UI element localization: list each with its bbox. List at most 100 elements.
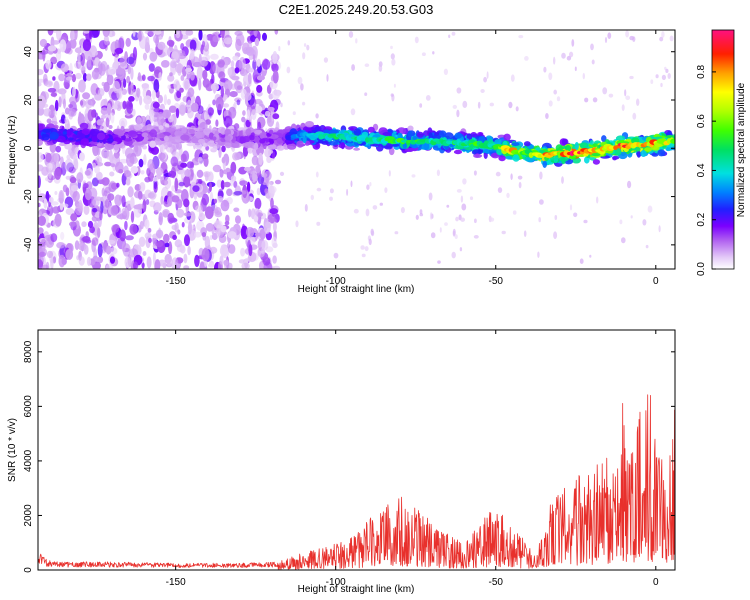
noise-blob [355, 38, 358, 44]
noise-blob [411, 174, 416, 178]
y-tick-label: 8000 [23, 340, 34, 363]
noise-blob [553, 89, 557, 95]
noise-blob [394, 231, 399, 235]
noise-blob [126, 101, 134, 114]
noise-blob [629, 75, 634, 80]
noise-blob [272, 51, 278, 64]
noise-blob [47, 30, 54, 36]
noise-blob [224, 80, 233, 92]
noise-blob [302, 101, 306, 106]
noise-blob [109, 256, 116, 264]
ridge-blob [186, 143, 195, 147]
noise-blob [554, 215, 558, 220]
noise-blob [145, 199, 150, 205]
noise-blob [221, 145, 226, 153]
ridge-blob [287, 143, 297, 150]
noise-blob [619, 219, 623, 225]
noise-blob [73, 30, 78, 41]
noise-blob [602, 87, 608, 95]
noise-blob [140, 170, 145, 175]
noise-blob [661, 74, 667, 80]
noise-blob [446, 204, 450, 208]
noise-blob [255, 209, 263, 218]
noise-blob [202, 69, 208, 80]
noise-blob [378, 64, 383, 72]
noise-blob [228, 106, 237, 119]
noise-blob [263, 221, 271, 234]
noise-blob [140, 115, 147, 124]
noise-blob [38, 259, 44, 268]
ridge-blob [276, 137, 283, 144]
noise-blob [326, 74, 329, 82]
ridge-blob [166, 127, 176, 132]
noise-blob [253, 30, 258, 37]
noise-blob [238, 57, 246, 71]
noise-blob [56, 30, 62, 41]
noise-blob [569, 204, 573, 211]
noise-blob [82, 92, 91, 100]
noise-blob [78, 111, 82, 124]
ridge-blob [444, 132, 454, 140]
noise-blob [220, 225, 227, 233]
noise-blob [303, 43, 307, 47]
noise-blob [361, 253, 366, 258]
noise-blob [185, 30, 194, 36]
ridge-blob [158, 125, 164, 130]
noise-blob [205, 222, 214, 232]
noise-blob [553, 56, 556, 65]
noise-blob [48, 168, 52, 179]
noise-blob [162, 45, 169, 57]
noise-blob [65, 76, 73, 81]
noise-blob [153, 79, 160, 93]
noise-blob [126, 56, 135, 65]
colorbar-tick-label: 0.8 [696, 64, 707, 78]
x-tick-label: 0 [653, 276, 659, 287]
noise-blob [280, 102, 283, 108]
ridge-blob [592, 159, 601, 165]
noise-blob [125, 37, 131, 47]
noise-blob [244, 92, 252, 101]
noise-blob [101, 187, 105, 197]
ridge-blob [96, 132, 106, 141]
x-tick-label: 0 [653, 577, 659, 588]
noise-blob [223, 94, 228, 100]
snr-panel: -150 -100 -50 0 0 2000 4000 6000 8000 Height of… [7, 329, 676, 595]
noise-blob [272, 265, 281, 269]
noise-blob [146, 256, 152, 269]
noise-blob [271, 89, 280, 100]
noise-blob [58, 96, 62, 108]
ridge-blob [63, 139, 71, 145]
noise-blob [226, 188, 233, 197]
spectrogram-panel: -150 -100 -50 0 -40 -20 0 20 40 Height of strai… [7, 29, 676, 295]
noise-blob [561, 176, 564, 184]
noise-blob [153, 107, 161, 113]
ridge-blob [149, 140, 156, 148]
noise-blob [103, 98, 108, 106]
noise-blob [123, 78, 127, 88]
noise-blob [214, 31, 220, 36]
noise-blob [582, 72, 585, 80]
ridge-blob [636, 150, 641, 158]
noise-blob [625, 30, 629, 38]
noise-blob [144, 232, 152, 240]
noise-blob [474, 218, 477, 224]
noise-blob [233, 191, 243, 196]
noise-blob [163, 233, 170, 243]
noise-blob [537, 251, 540, 258]
noise-blob [72, 86, 76, 98]
noise-blob [84, 99, 93, 109]
x-tick-label: -150 [166, 276, 186, 287]
noise-blob [50, 92, 58, 97]
noise-blob [430, 232, 436, 239]
noise-blob [642, 219, 647, 226]
noise-blob [142, 52, 148, 61]
noise-blob [58, 190, 65, 204]
noise-blob [155, 229, 164, 239]
noise-blob [621, 237, 626, 244]
noise-blob [39, 38, 48, 48]
noise-blob [132, 46, 138, 61]
ridge-blob [225, 142, 232, 149]
noise-blob [230, 60, 235, 68]
noise-blob [177, 229, 181, 235]
ridge-blob [561, 138, 569, 146]
